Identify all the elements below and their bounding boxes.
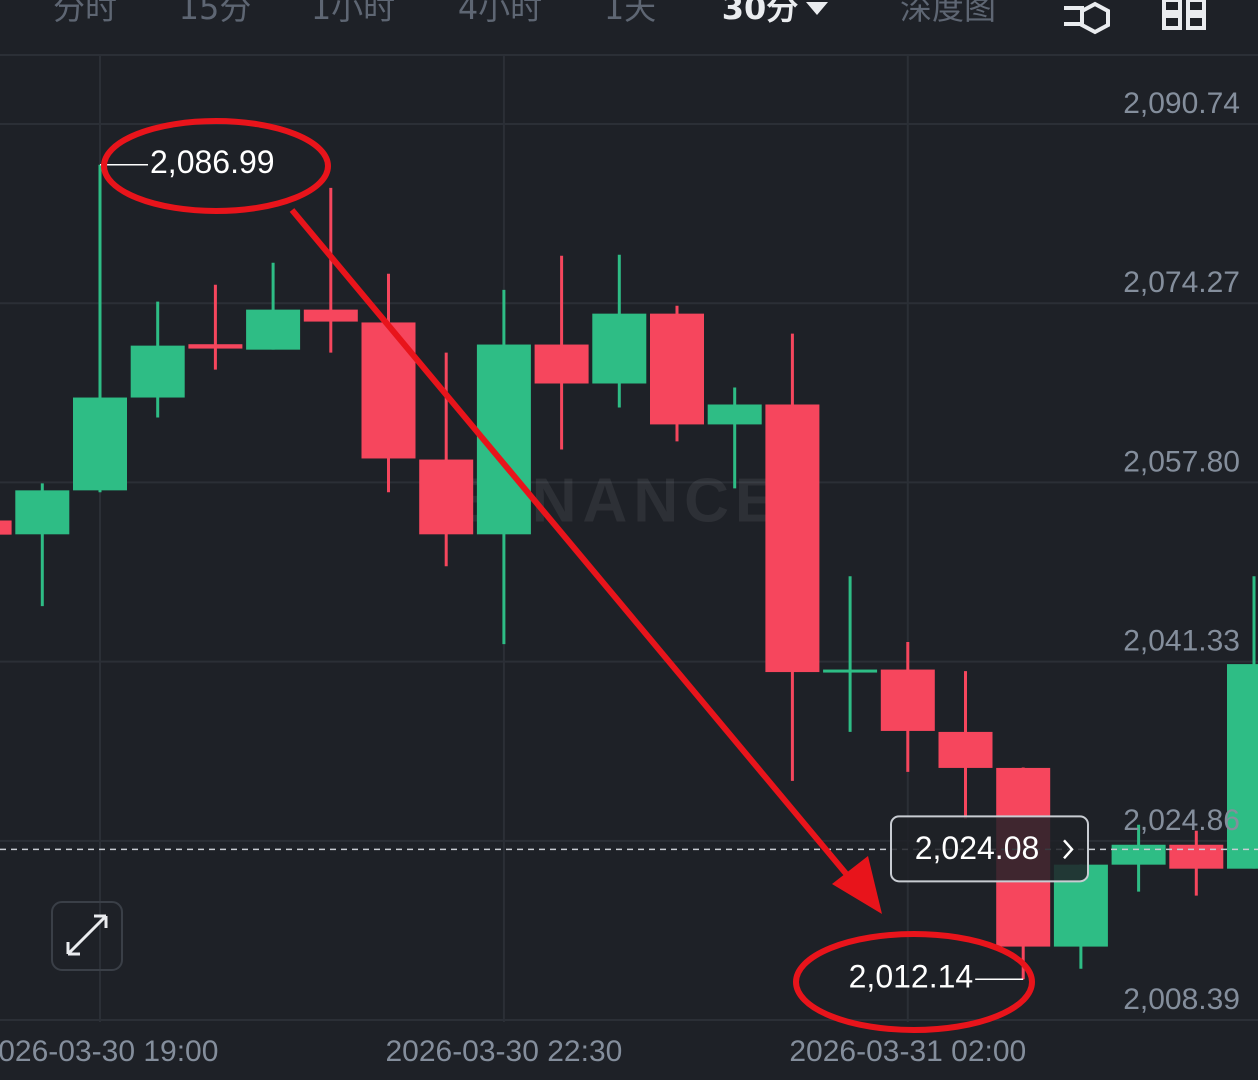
candle-body xyxy=(419,459,474,535)
candle-body xyxy=(938,731,993,768)
candle-body xyxy=(880,669,935,731)
tab[interactable]: 分时 xyxy=(53,0,117,27)
annotation-label: 2,012.14 xyxy=(849,959,974,995)
toolbar-icons[interactable] xyxy=(1064,0,1206,35)
y-tick-label: 2,074.27 xyxy=(1123,266,1240,299)
indicator-icon[interactable] xyxy=(1080,1,1110,35)
layout-icon[interactable] xyxy=(1162,0,1182,14)
overlay: 2,090.74 2,074.27 2,057.80 2,041.33 2,024.86… xyxy=(0,87,1258,1068)
last-price-label: 2,024.08 xyxy=(915,830,1040,866)
y-tick-label: 2,008.39 xyxy=(1123,983,1240,1016)
candle-body xyxy=(650,313,704,425)
candle-body xyxy=(534,344,589,384)
highlight-ellipse xyxy=(101,118,331,214)
expand-box[interactable] xyxy=(51,901,123,971)
candle-body xyxy=(823,669,878,673)
layout-icon[interactable] xyxy=(1186,14,1206,30)
tab[interactable]: 4小时 xyxy=(458,0,542,27)
tab[interactable]: 深度图 xyxy=(900,0,996,27)
y-tick-label: 2,057.80 xyxy=(1123,445,1240,478)
expand-icon[interactable] xyxy=(66,914,108,956)
dropdown-arrow xyxy=(806,2,828,15)
highlight-ellipse xyxy=(793,931,1035,1033)
layout-icon[interactable] xyxy=(1162,14,1182,30)
y-tick-label: 2,024.86 xyxy=(1123,804,1240,837)
arrow-line xyxy=(289,208,861,890)
expand-button[interactable] xyxy=(51,901,123,971)
candle-body xyxy=(765,404,820,673)
candle-body xyxy=(246,309,301,350)
x-tick-label: 2026-03-31 02:00 xyxy=(789,1035,1026,1068)
layout-icon[interactable] xyxy=(1186,0,1206,14)
candle-body xyxy=(303,309,358,322)
chevron xyxy=(1063,839,1074,860)
tab[interactable]: 1小时 xyxy=(311,0,395,27)
candles xyxy=(0,164,1258,980)
candle-body xyxy=(15,490,70,535)
x-tick-label: 2026-03-30 19:00 xyxy=(0,1035,218,1068)
candle-body xyxy=(361,322,416,459)
candle-body xyxy=(707,404,762,425)
annotation-marks xyxy=(101,118,1035,1033)
candle-body xyxy=(1111,844,1166,865)
x-tick-label: 2026-03-30 22:30 xyxy=(385,1035,622,1068)
tab[interactable]: 30分 xyxy=(722,0,799,27)
tab[interactable]: 15分 xyxy=(179,0,252,27)
candle-body xyxy=(1227,664,1258,869)
y-tick-label: 2,041.33 xyxy=(1123,625,1240,658)
candle-body xyxy=(1169,844,1224,869)
annotation-label: 2,086.99 xyxy=(150,144,275,180)
arrow-head xyxy=(832,856,882,914)
candle-body xyxy=(592,313,647,384)
last-price-box xyxy=(890,815,1089,883)
candle-body xyxy=(0,520,12,535)
candle-body xyxy=(188,344,243,349)
y-tick-label: 2,090.74 xyxy=(1123,87,1240,120)
candle-body xyxy=(130,345,185,398)
candle-body xyxy=(73,397,127,491)
tab[interactable]: 1天 xyxy=(604,0,656,27)
tab-bar: 分时 15分 1小时 4小时 1天 30分 深度图 xyxy=(53,0,996,27)
